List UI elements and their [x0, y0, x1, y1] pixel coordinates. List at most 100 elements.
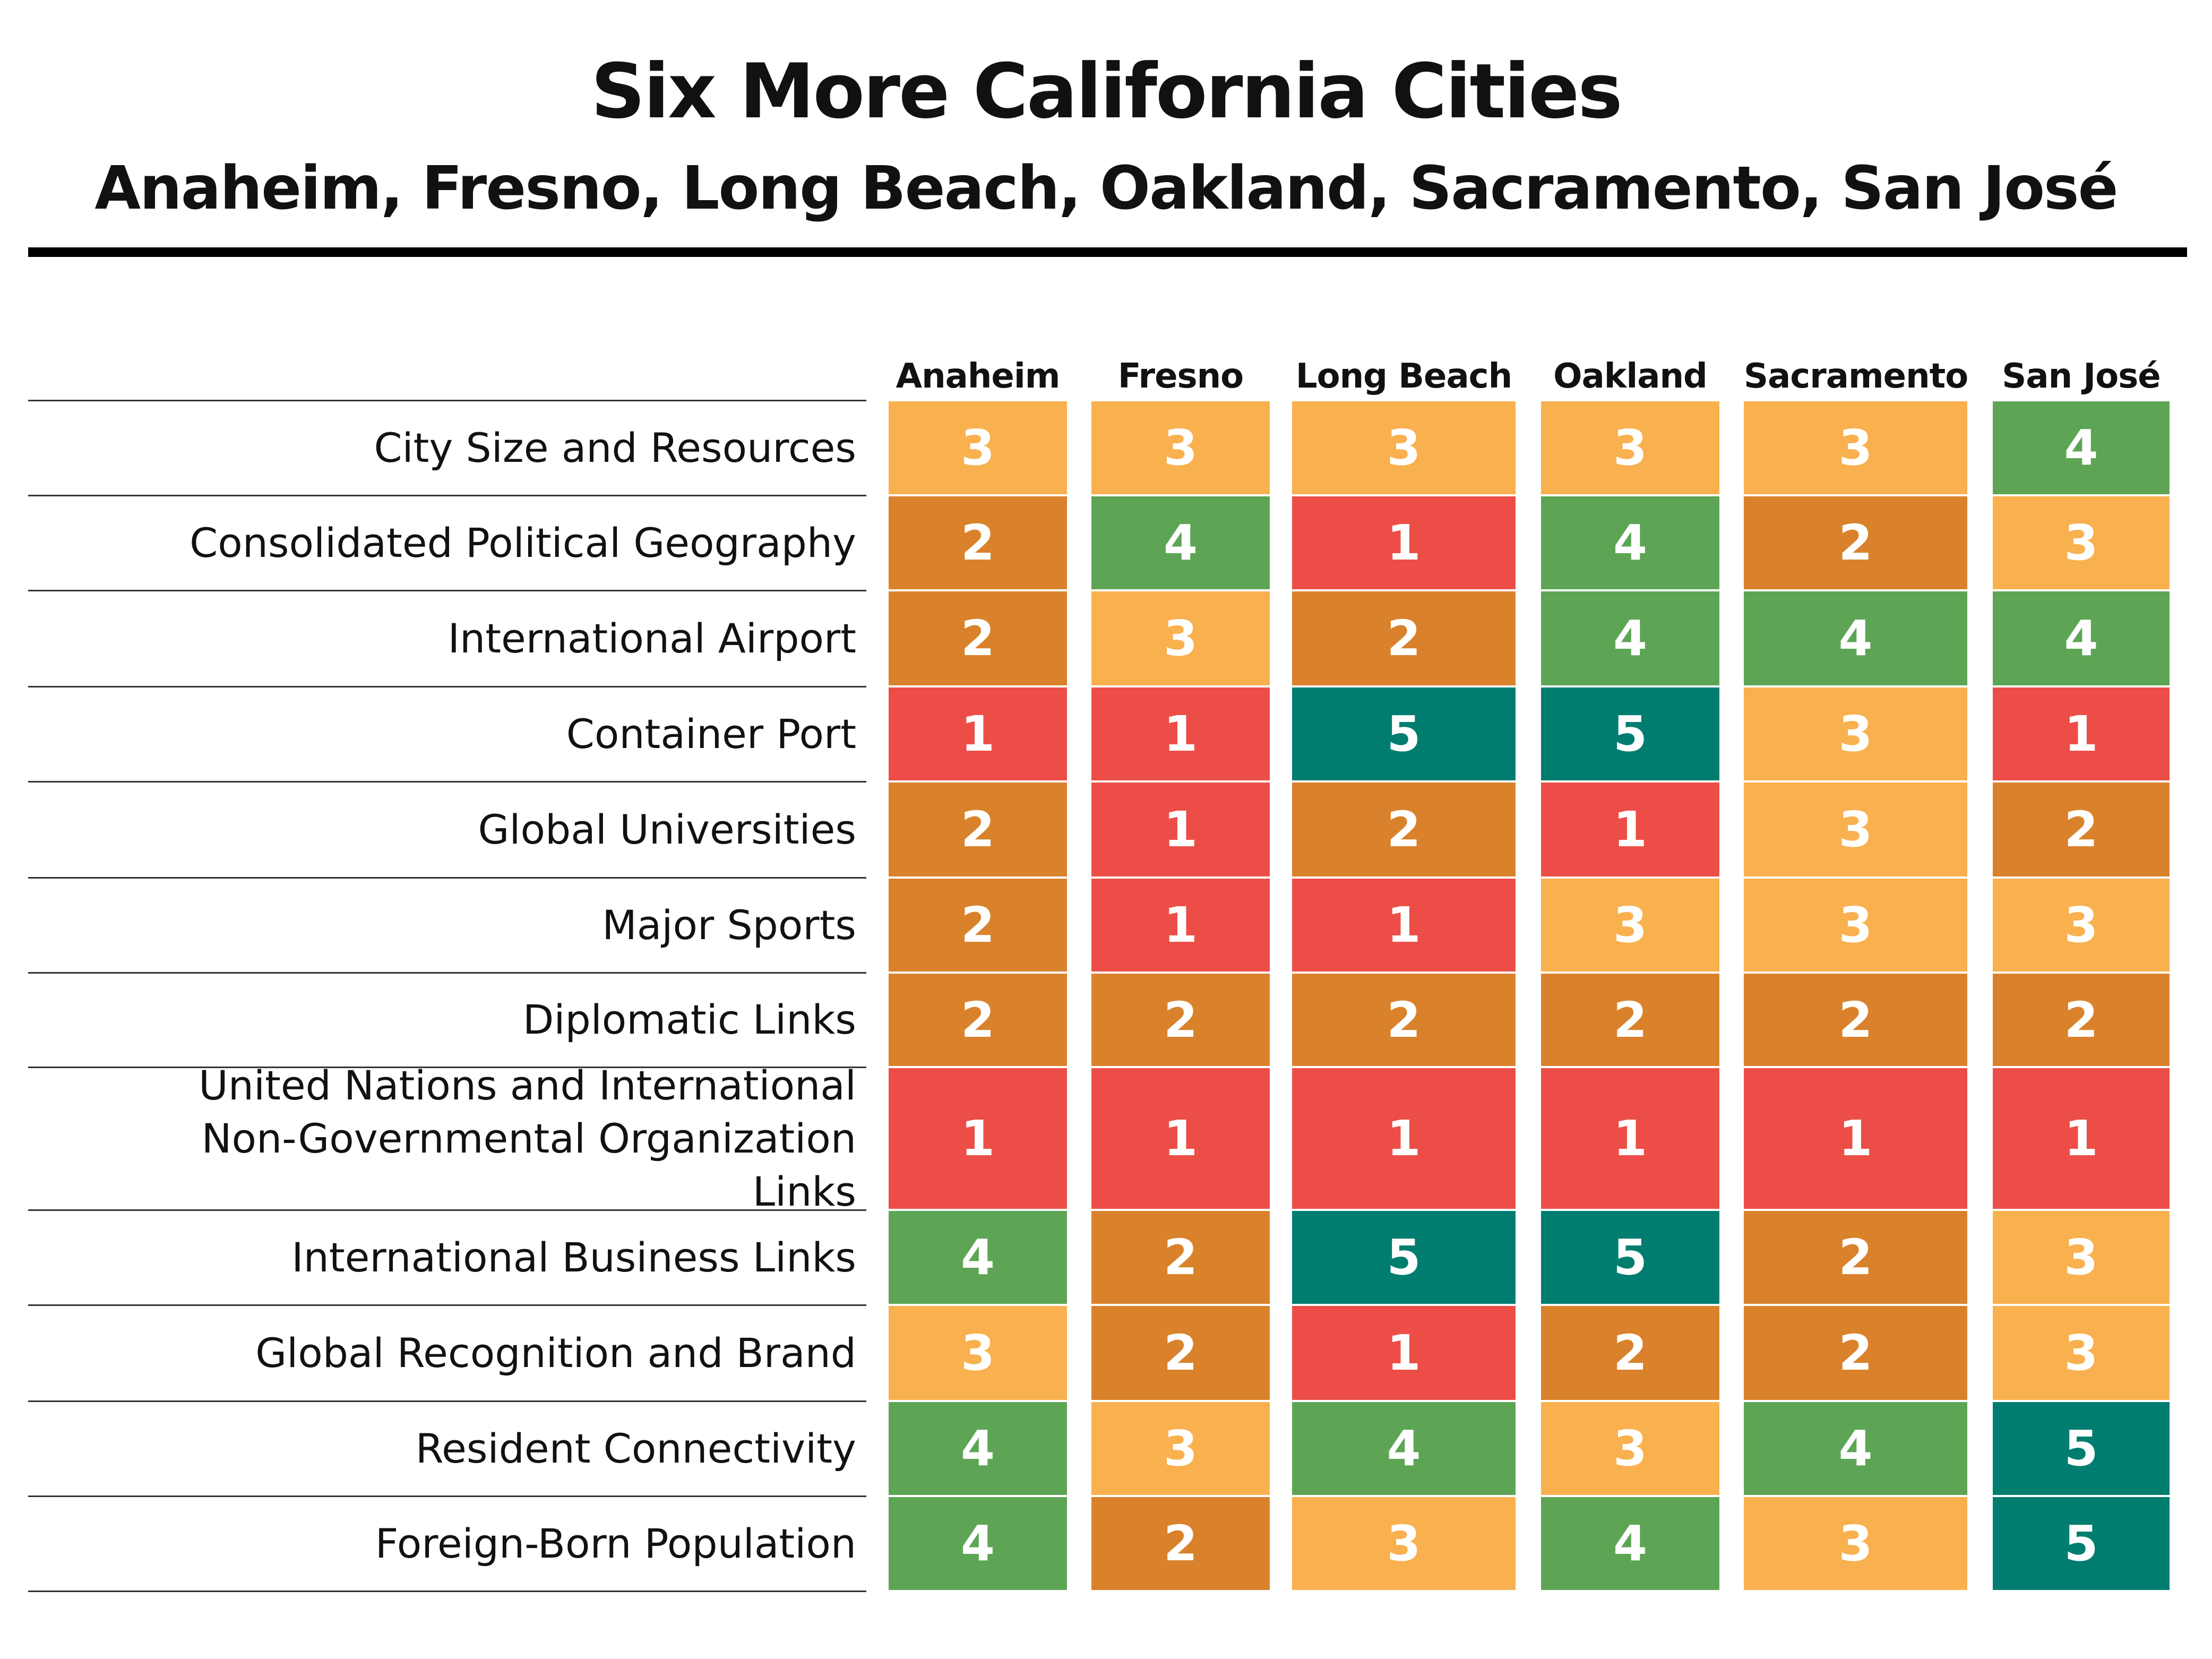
- score-cell: 3: [1541, 879, 1719, 972]
- score-cell: 4: [1541, 496, 1719, 589]
- score-cell: 2: [1091, 1306, 1270, 1400]
- row-label-text: Diplomatic Links: [522, 996, 856, 1043]
- score-cell: 1: [1744, 1068, 1967, 1209]
- score-cell: 2: [1744, 1306, 1967, 1400]
- row-label-text: International Airport: [447, 614, 856, 662]
- score-cell: 3: [1541, 401, 1719, 494]
- score-cell: 1: [889, 687, 1067, 780]
- score-cell: 2: [1744, 496, 1967, 589]
- row-label: City Size and Resources: [28, 400, 856, 495]
- row-label: United Nations and International Non-Gov…: [28, 1062, 856, 1215]
- row-divider: [28, 877, 866, 879]
- row-divider: [28, 400, 866, 401]
- column-header: Long Beach: [1295, 357, 1512, 396]
- row-label-text: Global Universities: [478, 805, 856, 853]
- column-header: Oakland: [1553, 357, 1708, 396]
- chart-title: Six More California Cities: [591, 48, 1623, 135]
- score-cell: 1: [889, 1068, 1067, 1209]
- score-cell: 2: [1744, 1211, 1967, 1304]
- row-label: Global Recognition and Brand: [28, 1305, 856, 1401]
- row-label-text: United Nations and International Non-Gov…: [199, 1061, 856, 1215]
- row-label: Diplomatic Links: [28, 973, 856, 1067]
- row-label-text: City Size and Resources: [374, 424, 856, 471]
- score-cell: 4: [1541, 1497, 1719, 1590]
- score-cell: 3: [1292, 401, 1516, 494]
- score-cell: 1: [1091, 783, 1270, 876]
- row-label-text: Consolidated Political Geography: [190, 519, 856, 566]
- row-label: Container Port: [28, 686, 856, 781]
- score-cell: 4: [889, 1211, 1067, 1304]
- score-cell: 3: [1744, 1497, 1967, 1590]
- score-cell: 2: [1541, 974, 1719, 1066]
- score-cell: 1: [1091, 687, 1270, 780]
- score-cell: 1: [1292, 1068, 1516, 1209]
- row-divider: [28, 1495, 866, 1497]
- score-cell: 2: [889, 783, 1067, 876]
- score-cell: 4: [1541, 591, 1719, 685]
- score-cell: 2: [1292, 783, 1516, 876]
- row-label: Foreign-Born Population: [28, 1496, 856, 1591]
- score-cell: 1: [1993, 1068, 2170, 1209]
- score-cell: 3: [889, 1306, 1067, 1400]
- title-divider: [28, 247, 2187, 257]
- score-cell: 3: [1091, 591, 1270, 685]
- score-cell: 2: [1091, 974, 1270, 1066]
- score-cell: 4: [889, 1402, 1067, 1495]
- score-cell: 2: [1993, 783, 2170, 876]
- column-header: Sacramento: [1744, 357, 1968, 396]
- score-cell: 4: [889, 1497, 1067, 1590]
- score-cell: 3: [1744, 687, 1967, 780]
- column-header: Anaheim: [896, 357, 1061, 396]
- score-cell: 5: [1541, 687, 1719, 780]
- row-divider: [28, 495, 866, 496]
- score-cell: 4: [1993, 401, 2170, 494]
- score-cell: 3: [1744, 879, 1967, 972]
- score-cell: 5: [1993, 1497, 2170, 1590]
- row-label: Global Universities: [28, 781, 856, 878]
- score-cell: 3: [1541, 1402, 1719, 1495]
- score-cell: 1: [1091, 879, 1270, 972]
- score-cell: 2: [889, 591, 1067, 685]
- row-divider: [28, 1304, 866, 1306]
- score-cell: 1: [1292, 496, 1516, 589]
- score-cell: 2: [889, 974, 1067, 1066]
- row-divider: [28, 686, 866, 687]
- row-divider: [28, 781, 866, 783]
- score-cell: 4: [1091, 496, 1270, 589]
- score-cell: 1: [1292, 1306, 1516, 1400]
- row-label-text: International Business Links: [291, 1233, 856, 1281]
- row-label-text: Foreign-Born Population: [375, 1519, 856, 1567]
- score-cell: 3: [889, 401, 1067, 494]
- score-cell: 3: [1744, 401, 1967, 494]
- score-cell: 4: [1744, 591, 1967, 685]
- score-cell: 3: [1993, 496, 2170, 589]
- column-header: San José: [2002, 357, 2161, 396]
- score-cell: 3: [1993, 879, 2170, 972]
- column-header: Fresno: [1117, 357, 1244, 396]
- score-cell: 5: [1541, 1211, 1719, 1304]
- row-divider: [28, 1591, 866, 1592]
- score-cell: 2: [1091, 1211, 1270, 1304]
- row-label-text: Major Sports: [602, 901, 856, 949]
- row-label: Consolidated Political Geography: [28, 495, 856, 590]
- row-label-text: Container Port: [566, 710, 856, 758]
- score-cell: 2: [1091, 1497, 1270, 1590]
- row-divider: [28, 1209, 866, 1211]
- score-cell: 3: [1993, 1306, 2170, 1400]
- row-label-text: Resident Connectivity: [415, 1424, 856, 1472]
- score-cell: 4: [1292, 1402, 1516, 1495]
- score-cell: 3: [1993, 1211, 2170, 1304]
- row-divider: [28, 590, 866, 591]
- score-cell: 2: [1292, 974, 1516, 1066]
- row-label-text: Global Recognition and Brand: [255, 1329, 856, 1377]
- row-divider: [28, 972, 866, 974]
- score-cell: 3: [1292, 1497, 1516, 1590]
- score-cell: 1: [1292, 879, 1516, 972]
- score-cell: 4: [1993, 591, 2170, 685]
- row-divider: [28, 1067, 866, 1068]
- score-cell: 2: [1292, 591, 1516, 685]
- row-divider: [28, 1400, 866, 1402]
- score-cell: 1: [1541, 783, 1719, 876]
- score-cell: 3: [1091, 1402, 1270, 1495]
- score-cell: 5: [1292, 687, 1516, 780]
